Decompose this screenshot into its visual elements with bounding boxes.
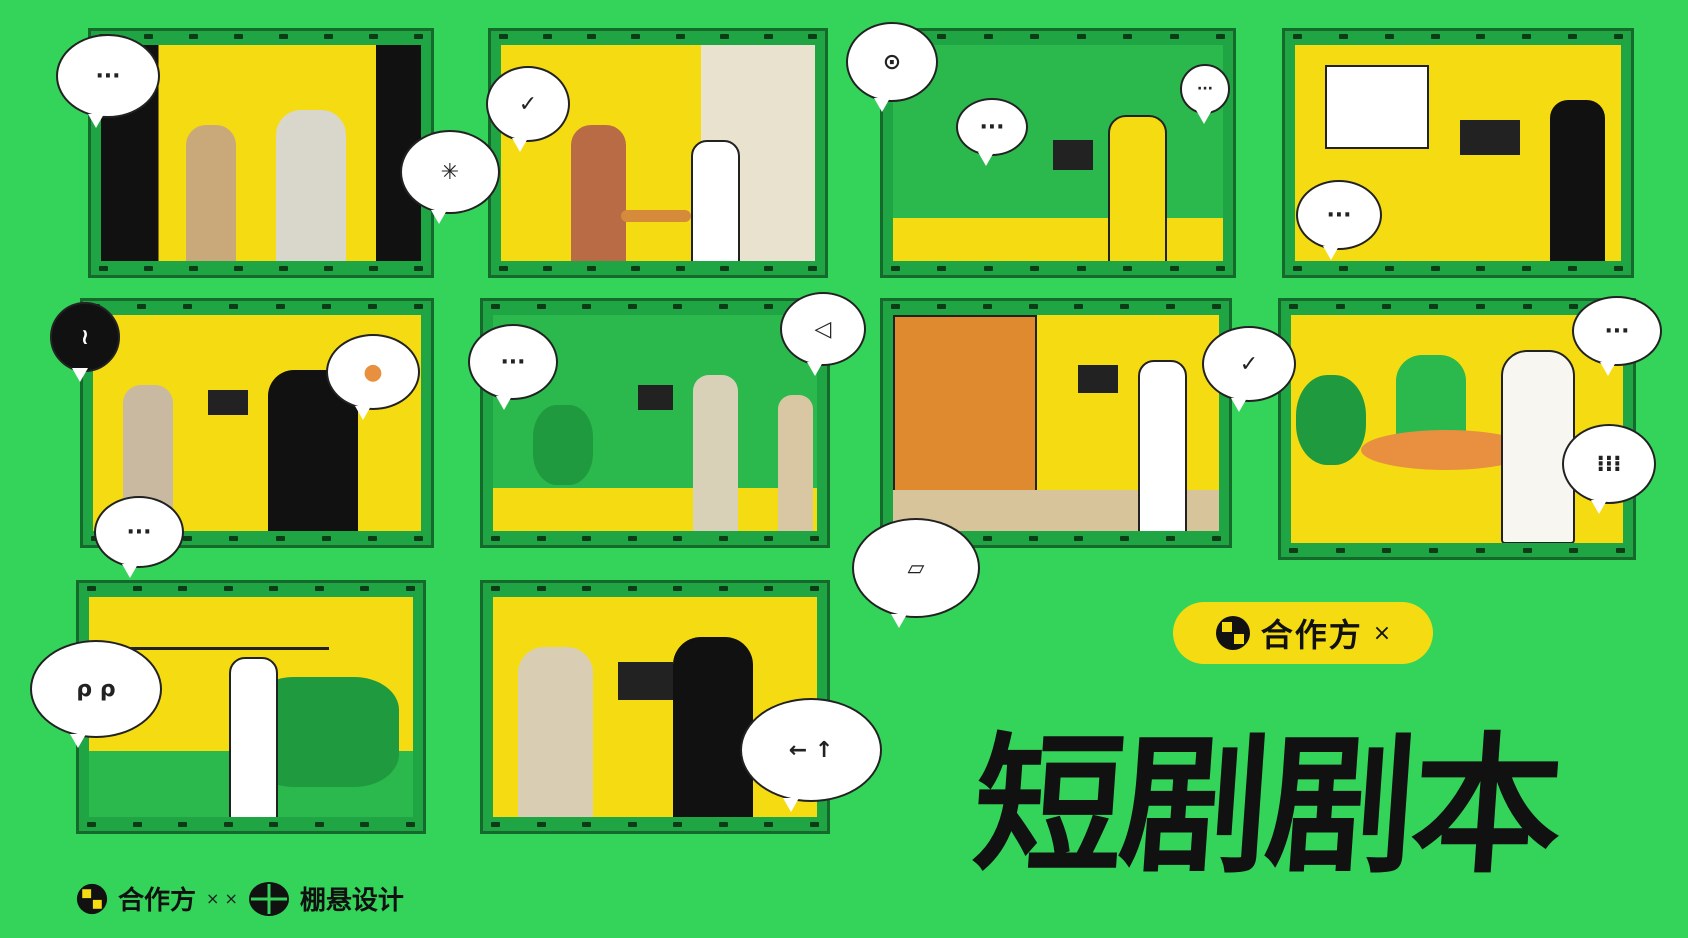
film-perforations: [891, 266, 1225, 272]
camera-operator: [778, 395, 813, 531]
speech-bubble: ···: [94, 496, 184, 578]
camera-operator: [691, 140, 740, 261]
tripod-camera: [618, 662, 673, 700]
tripod-camera: [1460, 120, 1520, 155]
pavilion-roof: [89, 607, 329, 650]
tripod-camera: [1078, 365, 1118, 393]
speech-bubble: ···: [1180, 64, 1230, 124]
footer-brand-label: 棚悬设计: [299, 886, 404, 916]
footer-partner-label: 合作方: [118, 886, 197, 916]
speech-bubble: ···: [468, 324, 558, 410]
scene-storefront: [893, 315, 1219, 531]
speech-bubble: ρ ρ: [30, 640, 162, 748]
speech-bubble: ···: [1572, 296, 1662, 376]
speech-bubble: ···: [56, 34, 160, 128]
light-panel: [1325, 65, 1429, 149]
film-perforations: [87, 586, 415, 592]
actor-figure: [1501, 350, 1575, 543]
film-perforations: [499, 266, 817, 272]
film-perforations: [1293, 34, 1623, 40]
film-frame-7: [880, 298, 1232, 548]
actor-figure: [693, 375, 738, 531]
tripod-camera: [1053, 140, 1093, 170]
scene-tea-table: [1291, 315, 1623, 543]
speech-bubble: ···: [956, 98, 1028, 166]
actor-figure: [186, 125, 236, 261]
speech-bubble: ← ↑: [740, 698, 882, 812]
film-perforations: [1289, 304, 1625, 310]
film-perforations: [491, 304, 819, 310]
film-frame-6: [480, 298, 830, 548]
speech-bubble: ✓: [1202, 326, 1296, 412]
actor-figure: [229, 657, 278, 817]
plant: [1296, 375, 1366, 465]
film-perforations: [891, 34, 1225, 40]
film-perforations: [491, 536, 819, 542]
camera-operator: [1550, 100, 1605, 261]
speech-bubble: ✓: [486, 66, 570, 152]
storefront: [893, 315, 1037, 494]
scene-garden-filming: [493, 315, 817, 531]
film-perforations: [491, 586, 819, 592]
speech-bubble: ···: [1296, 180, 1382, 260]
table: [621, 210, 691, 222]
film-perforations: [1289, 548, 1625, 554]
camera-operator: [673, 637, 753, 817]
film-perforations: [499, 34, 817, 40]
film-perforations: [491, 822, 819, 828]
footer-separator: × ×: [206, 889, 238, 908]
speech-bubble: ▱: [852, 518, 980, 628]
film-perforations: [99, 34, 423, 40]
page-title: 短剧剧本: [967, 718, 1565, 894]
partner-logo-icon: [76, 883, 108, 914]
speech-bubble: ⊙: [846, 22, 938, 112]
partner-badge: 合作方 ×: [1173, 602, 1433, 664]
film-perforations: [1293, 266, 1623, 272]
speech-bubble: ◁: [780, 292, 866, 376]
speech-bubble: ✳: [400, 130, 500, 224]
speech-bubble: ●: [326, 334, 420, 420]
tree: [533, 405, 593, 485]
speech-bubble: ≀: [50, 302, 120, 382]
partner-logo-icon: [1215, 616, 1250, 650]
scene-green-screen: [893, 45, 1223, 261]
footer-credits: 合作方 × × 棚悬设计: [76, 880, 404, 917]
camera-operator: [1108, 115, 1167, 261]
partner-label: 合作方: [1260, 616, 1363, 654]
actor-figure: [518, 647, 593, 817]
film-perforations: [91, 304, 423, 310]
actor-figure: [276, 110, 346, 261]
film-frame-2: [488, 28, 828, 278]
brand-logo-icon: [248, 881, 289, 916]
tripod-camera: [638, 385, 673, 410]
film-perforations: [891, 304, 1221, 310]
camera-operator: [1138, 360, 1187, 531]
cross-mark: ×: [1372, 620, 1392, 646]
film-perforations: [99, 266, 423, 272]
speech-bubble: ⁝⁝⁝: [1562, 424, 1656, 514]
film-frame-4: [1282, 28, 1634, 278]
film-perforations: [87, 822, 415, 828]
actor-figure: [571, 125, 626, 261]
film-frame-3: [880, 28, 1236, 278]
tripod-camera: [208, 390, 248, 415]
